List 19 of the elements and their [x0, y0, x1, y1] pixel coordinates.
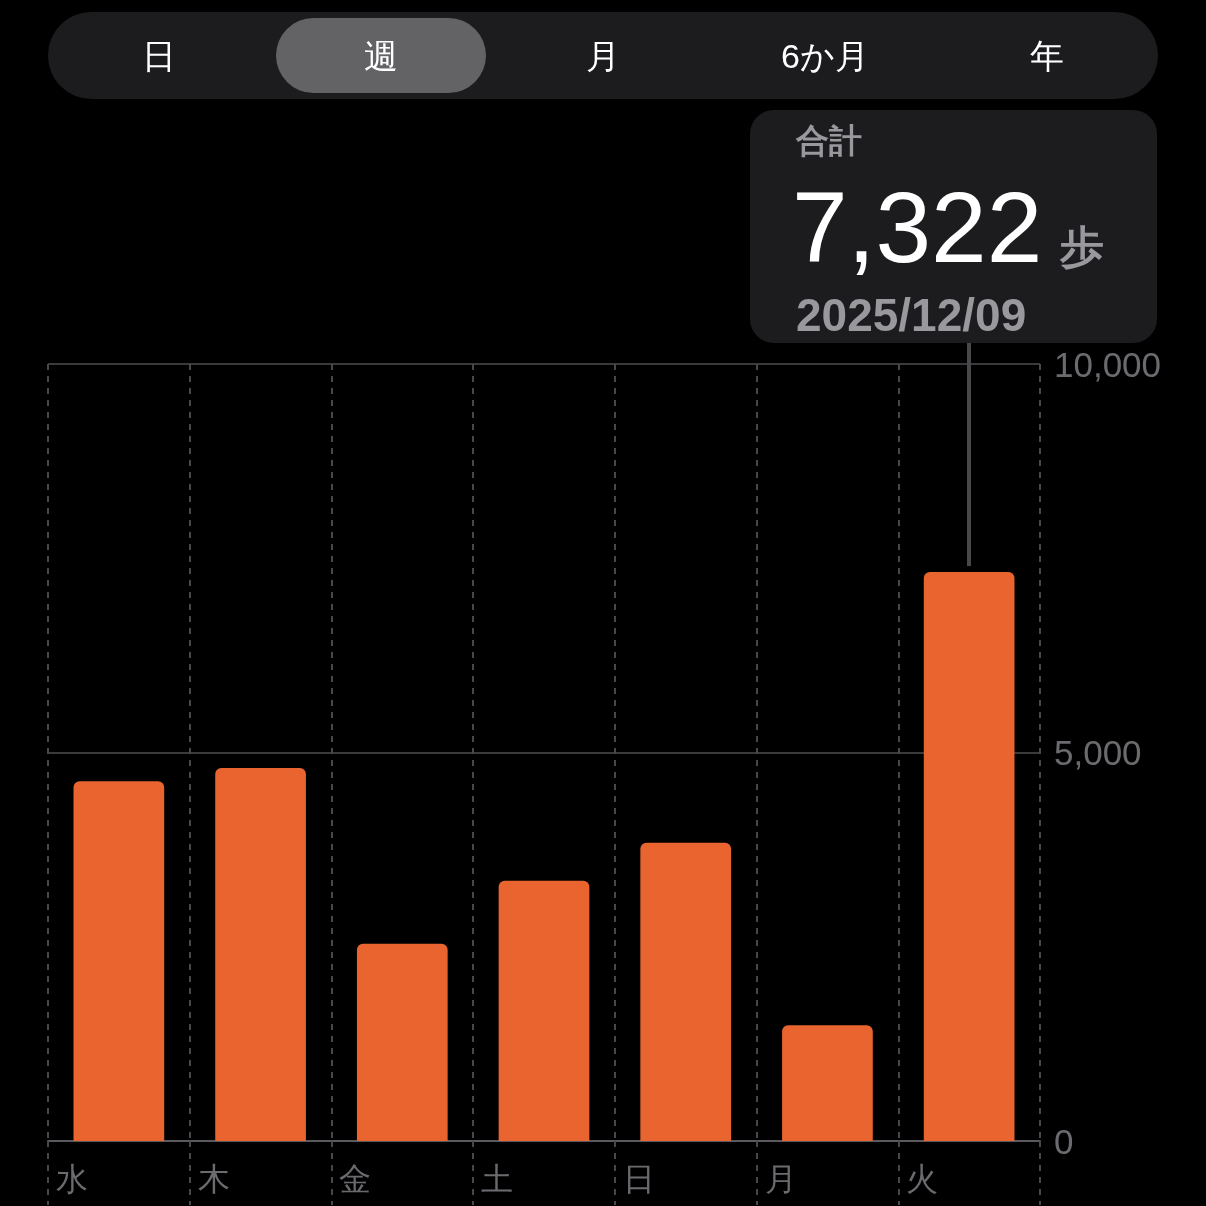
y-tick-label: 5,000: [1054, 733, 1142, 772]
x-tick-label: 土: [481, 1161, 514, 1197]
x-tick-label: 火: [906, 1161, 939, 1197]
x-tick-label: 金: [339, 1161, 372, 1197]
x-tick-label: 月: [764, 1161, 797, 1197]
x-tick-label: 木: [197, 1161, 230, 1197]
bar: [640, 842, 732, 1141]
bar: [73, 781, 165, 1141]
bar: [215, 768, 306, 1141]
bar: [498, 880, 590, 1141]
bar: [923, 572, 1015, 1141]
segmented-control: 日 週 月 6か月 年: [48, 12, 1158, 99]
bar: [782, 1025, 873, 1141]
x-tick-label: 水: [56, 1161, 88, 1197]
y-tick-label: 0: [1054, 1121, 1074, 1161]
bar: [356, 943, 448, 1141]
y-tick-label: 10,000: [1054, 344, 1162, 384]
x-tick-label: 日: [622, 1161, 655, 1197]
callout-box: 合計 7,322 歩 2025/12/09: [750, 110, 1157, 343]
